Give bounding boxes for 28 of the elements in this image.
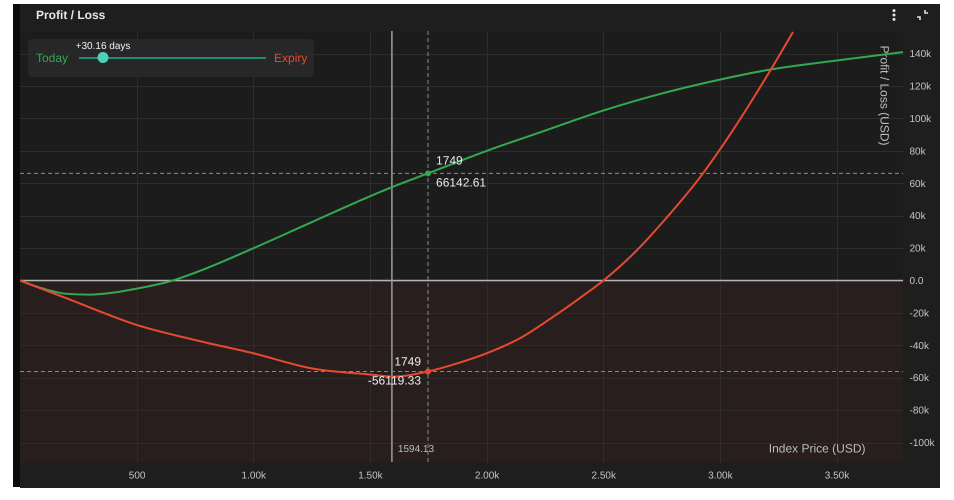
y-tick-label: 140k (910, 49, 932, 60)
y-tick-label: -40k (910, 340, 930, 352)
legend: Today +30.16 days Expiry (28, 39, 314, 77)
x-tick-label: 3.00k (708, 470, 734, 482)
y-tick-label: 0.0 (910, 276, 924, 288)
x-tick-label: 2.50k (591, 470, 617, 482)
annotation: 66142.61 (436, 175, 486, 190)
y-tick-label: -60k (910, 373, 930, 384)
y-tick-label: 100k (910, 114, 932, 125)
y-tick-label: 60k (910, 178, 927, 190)
x-tick-label: 3.50k (824, 470, 850, 482)
y-tick-label: -100k (910, 438, 936, 450)
x-tick-label: 1.50k (358, 470, 384, 482)
y-tick-label: 120k (910, 82, 932, 93)
y-tick-label: 80k (910, 146, 927, 158)
annotation: 1594.13 (398, 444, 434, 456)
line-series (20, 32, 794, 378)
annotation: 1749 (394, 354, 422, 368)
annotation: +30.16 days (76, 41, 130, 52)
x-tick-label: 500 (128, 470, 146, 482)
y-tick-label: -20k (910, 308, 930, 320)
x-tick-label: 1.00k (242, 470, 268, 482)
y-tick-label: -80k (910, 406, 930, 417)
x-tick-label: 2.00k (474, 470, 500, 482)
x-axis-title: Index Price (USD) (768, 442, 866, 456)
chart-title: Profit / Loss (36, 8, 106, 22)
y-tick-label: 40k (910, 211, 927, 222)
y-tick-label: 20k (910, 244, 927, 255)
